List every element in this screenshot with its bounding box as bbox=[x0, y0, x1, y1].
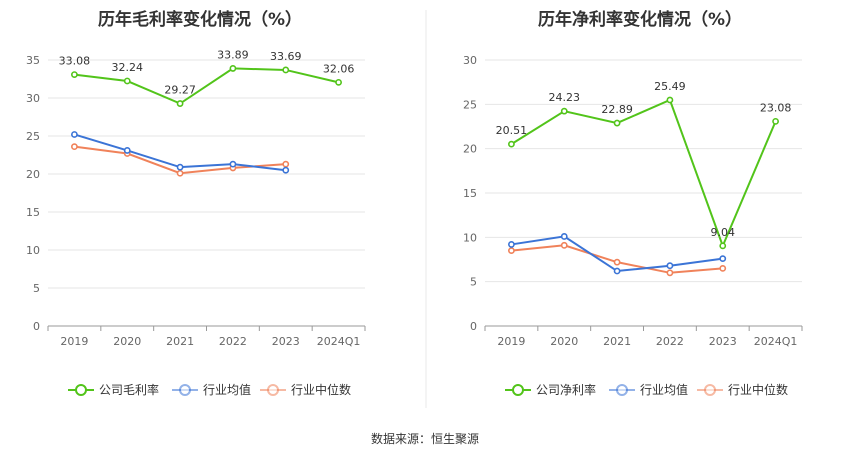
chart-title: 历年净利率变化情况（%） bbox=[538, 9, 742, 30]
x-tick-label: 2024Q1 bbox=[317, 335, 361, 348]
x-tick-label: 2024Q1 bbox=[754, 335, 798, 348]
data-point bbox=[666, 96, 674, 104]
x-tick-label: 2020 bbox=[113, 335, 141, 348]
data-point bbox=[508, 247, 515, 255]
data-label: 20.51 bbox=[496, 124, 528, 137]
legend-item: 行业中位数 bbox=[260, 382, 351, 397]
x-tick-label: 2022 bbox=[656, 335, 684, 348]
y-tick-label: 10 bbox=[26, 244, 40, 257]
data-point bbox=[176, 100, 184, 107]
legend-marker bbox=[75, 384, 87, 396]
series-line bbox=[511, 235, 723, 273]
y-tick-label: 25 bbox=[463, 98, 477, 111]
x-tick-label: 2020 bbox=[550, 335, 578, 348]
data-point bbox=[282, 66, 290, 74]
x-tick-label: 2019 bbox=[497, 335, 525, 348]
series-line bbox=[74, 67, 339, 105]
data-point bbox=[123, 147, 131, 154]
y-tick-label: 20 bbox=[26, 168, 40, 181]
y-tick-label: 5 bbox=[470, 276, 477, 289]
y-tick-label: 30 bbox=[26, 92, 40, 105]
data-point bbox=[508, 140, 515, 148]
chart-title: 历年毛利率变化情况（%） bbox=[98, 9, 302, 30]
y-tick-label: 0 bbox=[33, 320, 40, 333]
data-label: 25.49 bbox=[654, 80, 686, 93]
y-tick-label: 5 bbox=[33, 282, 40, 295]
data-label: 29.27 bbox=[164, 84, 196, 97]
legend-label: 行业中位数 bbox=[291, 382, 351, 397]
data-source: 数据来源：恒生聚源 bbox=[371, 431, 479, 446]
data-point bbox=[229, 160, 237, 168]
data-point bbox=[772, 117, 779, 125]
data-label: 22.89 bbox=[601, 103, 633, 116]
data-point bbox=[560, 107, 568, 115]
data-point bbox=[613, 258, 621, 266]
legend-item: 公司净利率 bbox=[505, 382, 596, 397]
x-tick-label: 2022 bbox=[219, 335, 247, 348]
legend-label: 公司毛利率 bbox=[99, 382, 159, 397]
data-point bbox=[282, 166, 290, 174]
data-point bbox=[666, 262, 674, 270]
data-point bbox=[719, 255, 727, 263]
data-point bbox=[613, 267, 621, 275]
data-label: 33.69 bbox=[270, 50, 302, 63]
data-point bbox=[71, 131, 78, 138]
x-tick-label: 2023 bbox=[272, 335, 300, 348]
legend-item: 行业中位数 bbox=[697, 382, 788, 397]
data-point bbox=[613, 119, 621, 127]
y-tick-label: 15 bbox=[26, 206, 40, 219]
data-point bbox=[560, 233, 568, 240]
legend-marker bbox=[267, 384, 279, 396]
data-point bbox=[335, 78, 342, 86]
y-tick-label: 20 bbox=[463, 143, 477, 156]
data-point bbox=[508, 241, 515, 248]
data-point bbox=[282, 160, 290, 168]
legend-marker bbox=[512, 384, 524, 396]
chart-2: 历年净利率变化情况（%） 0 5 10 15 20 25 30 2019 2020 2021 2022… bbox=[463, 9, 803, 397]
legend-item: 行业均值 bbox=[609, 382, 688, 397]
y-tick-label: 15 bbox=[463, 187, 477, 200]
x-tick-label: 2021 bbox=[603, 335, 631, 348]
y-tick-label: 0 bbox=[470, 320, 477, 333]
legend-label: 公司净利率 bbox=[536, 382, 596, 397]
x-tick-label: 2021 bbox=[166, 335, 194, 348]
legend-item: 行业均值 bbox=[172, 382, 251, 397]
data-point bbox=[229, 65, 237, 72]
y-tick-label: 35 bbox=[26, 54, 40, 67]
legend-label: 行业均值 bbox=[640, 382, 688, 397]
x-tick-label: 2019 bbox=[60, 335, 88, 348]
legend-marker bbox=[704, 384, 716, 396]
chart-1: 历年毛利率变化情况（%） 0 5 10 15 20 25 30 35 2019 2020 2021 20… bbox=[26, 9, 366, 397]
data-point bbox=[71, 71, 78, 78]
y-tick-label: 25 bbox=[26, 130, 40, 143]
data-point bbox=[666, 269, 674, 277]
data-label: 32.24 bbox=[112, 61, 144, 74]
data-point bbox=[176, 163, 184, 171]
legend-marker bbox=[616, 384, 628, 396]
x-tick-label: 2023 bbox=[709, 335, 737, 348]
data-label: 9.04 bbox=[711, 226, 736, 239]
data-label: 33.08 bbox=[59, 55, 91, 68]
data-label: 24.23 bbox=[549, 91, 581, 104]
series-line bbox=[510, 98, 777, 249]
data-label: 33.89 bbox=[217, 48, 249, 61]
legend-marker bbox=[179, 384, 191, 396]
data-label: 23.08 bbox=[760, 101, 792, 114]
legend-label: 行业均值 bbox=[203, 382, 251, 397]
legend-item: 公司毛利率 bbox=[68, 382, 159, 397]
data-point bbox=[719, 242, 727, 250]
data-point bbox=[176, 169, 184, 177]
data-point bbox=[71, 143, 78, 151]
y-tick-label: 10 bbox=[463, 231, 477, 244]
data-label: 32.06 bbox=[323, 62, 355, 75]
data-point bbox=[560, 241, 568, 249]
data-point bbox=[719, 264, 727, 272]
data-point bbox=[123, 77, 131, 85]
y-tick-label: 30 bbox=[463, 54, 477, 67]
legend-label: 行业中位数 bbox=[728, 382, 788, 397]
